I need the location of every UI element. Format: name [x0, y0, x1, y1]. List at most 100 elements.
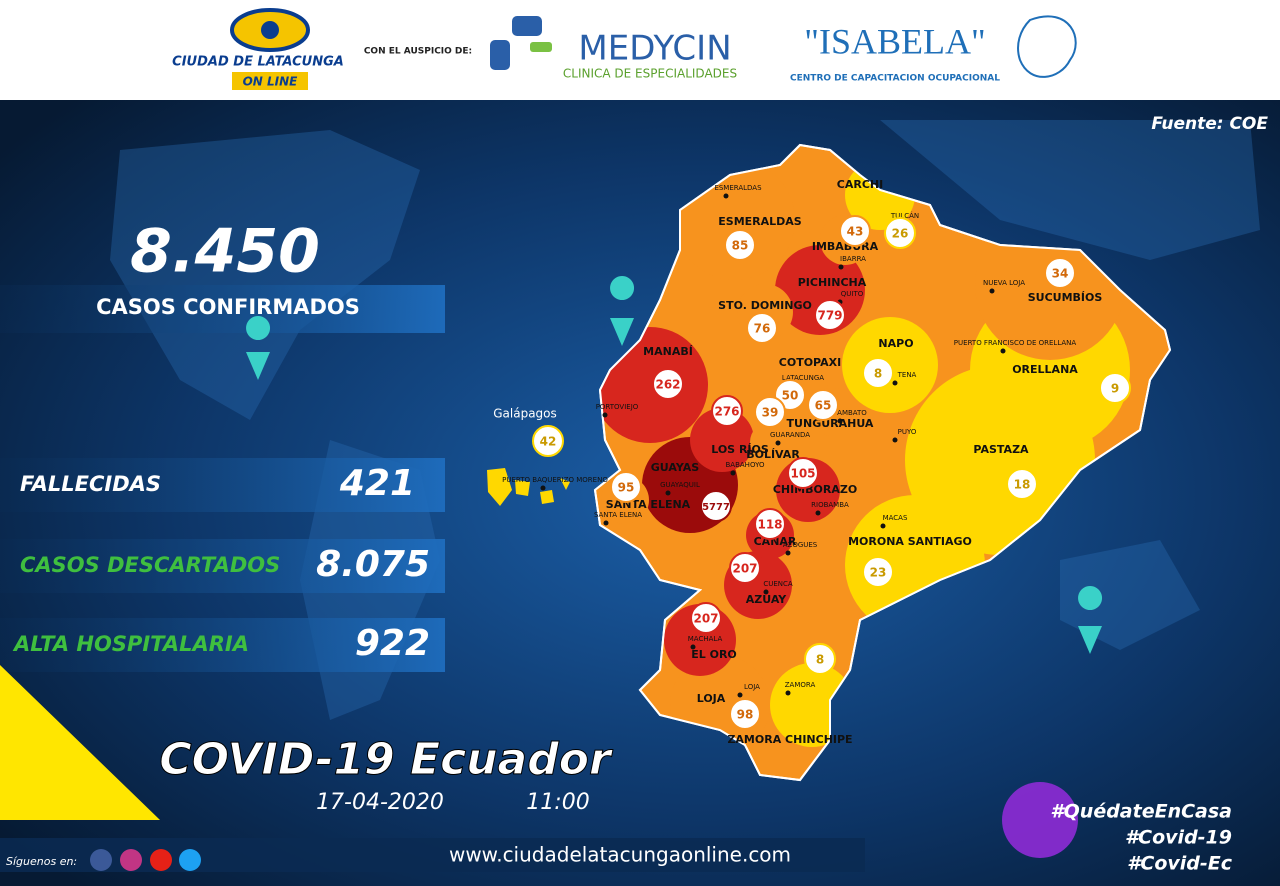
city-dot: [602, 412, 608, 418]
province-name: BOLÍVAR: [746, 448, 800, 461]
case-circle: [787, 457, 819, 489]
case-circle: [746, 312, 778, 344]
city-label: GUARANDA: [770, 431, 810, 439]
case-circle: [807, 389, 839, 421]
province-name: AZUAY: [746, 593, 788, 606]
case-circle: [884, 217, 916, 249]
facebook-icon[interactable]: [90, 849, 112, 871]
case-circle: [700, 490, 732, 522]
twitter-icon[interactable]: [179, 849, 201, 871]
case-circle: [711, 395, 743, 427]
medycin-icon: [530, 42, 552, 52]
case-count: 276: [714, 405, 739, 419]
city-dot: [892, 437, 898, 443]
case-count: 105: [790, 467, 815, 481]
stat-label: CASOS DESCARTADOS: [20, 553, 280, 577]
city-label: TENA: [897, 371, 917, 379]
stat-label: ALTA HOSPITALARIA: [12, 632, 249, 656]
city-dot: [880, 523, 886, 529]
website-url[interactable]: www.ciudadelatacungaonline.com: [449, 843, 791, 867]
case-count: 8: [874, 367, 882, 381]
date: 17-04-2020: [316, 790, 444, 815]
case-count: 9: [1111, 382, 1119, 396]
city-dot: [665, 490, 671, 496]
instagram-icon[interactable]: [120, 849, 142, 871]
case-circle: [724, 229, 756, 261]
case-circle: [610, 471, 642, 503]
city-dot: [775, 440, 781, 446]
city-label: PORTOVIEJO: [596, 403, 639, 411]
stat-label: FALLECIDAS: [20, 472, 161, 496]
province-name: SUCUMBÍOS: [1028, 291, 1103, 304]
title: COVID-19 Ecuador: [159, 734, 613, 785]
case-circle: [754, 508, 786, 540]
case-circle: [729, 698, 761, 730]
province-name: PICHINCHA: [798, 276, 867, 289]
case-circle: [862, 556, 894, 588]
city-label: NUEVA LOJA: [983, 279, 1025, 287]
isabela-icon: [1017, 15, 1077, 78]
city-dot: [989, 288, 995, 294]
case-circle: [839, 215, 871, 247]
case-circle: [532, 425, 564, 457]
stat-bar: [0, 458, 445, 512]
case-count: 207: [693, 612, 718, 626]
youtube-icon[interactable]: [150, 849, 172, 871]
city-label: RIOBAMBA: [811, 501, 849, 509]
city-label: PUYO: [898, 428, 917, 436]
stat-bar: [0, 618, 445, 672]
city-label: LOJA: [744, 683, 760, 691]
province-region: [690, 408, 754, 472]
city-label: AMBATO: [837, 409, 867, 417]
logo-pupil: [261, 21, 279, 39]
sponsor1-tagline: CLINICA DE ESPECIALIDADES: [563, 67, 737, 81]
stat-value: 421: [339, 463, 415, 504]
city-dot: [690, 644, 696, 650]
stat-value: 922: [355, 623, 430, 664]
case-count: 18: [1014, 478, 1031, 492]
province-name: COTOPAXI: [779, 356, 841, 369]
city-label: MACHALA: [688, 635, 723, 643]
case-count: 207: [732, 562, 757, 576]
corner-triangle: [0, 665, 160, 820]
case-count: 34: [1052, 267, 1069, 281]
case-circle: [804, 643, 836, 675]
sponsor2-tagline: CENTRO DE CAPACITACION OCUPACIONAL: [790, 74, 1000, 84]
case-count: 39: [762, 406, 779, 420]
hashtag: #Covid-Ec: [1127, 853, 1233, 875]
province-name: TUNGURAHUA: [787, 417, 874, 430]
city-label: TULCÁN: [890, 211, 919, 220]
pin-icon: [246, 316, 271, 380]
city-dot: [1000, 348, 1006, 354]
province-region: [750, 422, 790, 462]
map: ESMERALDAS ESMERALDAS 85 TULCÁN CARCHI 26 IBAR…: [487, 144, 1171, 781]
confirmed-label: CASOS CONFIRMADOS: [96, 295, 360, 319]
case-circle: [652, 368, 684, 400]
city-label: LATACUNGA: [782, 374, 824, 382]
medycin-icon: [512, 16, 542, 36]
city-label: IBARRA: [840, 255, 866, 263]
logo-subtitle: ON LINE: [243, 75, 299, 89]
case-count: 8: [816, 653, 824, 667]
city-label: ZAMORA: [785, 681, 816, 689]
header: [0, 0, 1280, 100]
case-circle: [1044, 257, 1076, 289]
case-count: 26: [892, 227, 909, 241]
virus-icon: [1002, 782, 1078, 858]
province-name: ZAMORA CHINCHIPE: [727, 733, 852, 746]
city-label: PUERTO BAQUERIZO MORENO: [502, 476, 608, 484]
medycin-icon: [490, 40, 510, 70]
case-count: 50: [782, 389, 799, 403]
city-dot: [815, 510, 821, 516]
province-name: MORONA SANTIAGO: [848, 535, 972, 548]
case-count: 5777: [702, 502, 730, 513]
case-count: 85: [732, 239, 749, 253]
city-dot: [763, 589, 769, 595]
case-circle: [729, 552, 761, 584]
stats: FALLECIDAS 421 CASOS DESCARTADOS 8.075 ALTA …: [0, 458, 445, 672]
province-name: ESMERALDAS: [718, 215, 802, 228]
pin-icon: [1078, 586, 1103, 654]
city-label: QUITO: [841, 290, 864, 298]
province-name: NAPO: [878, 337, 913, 350]
